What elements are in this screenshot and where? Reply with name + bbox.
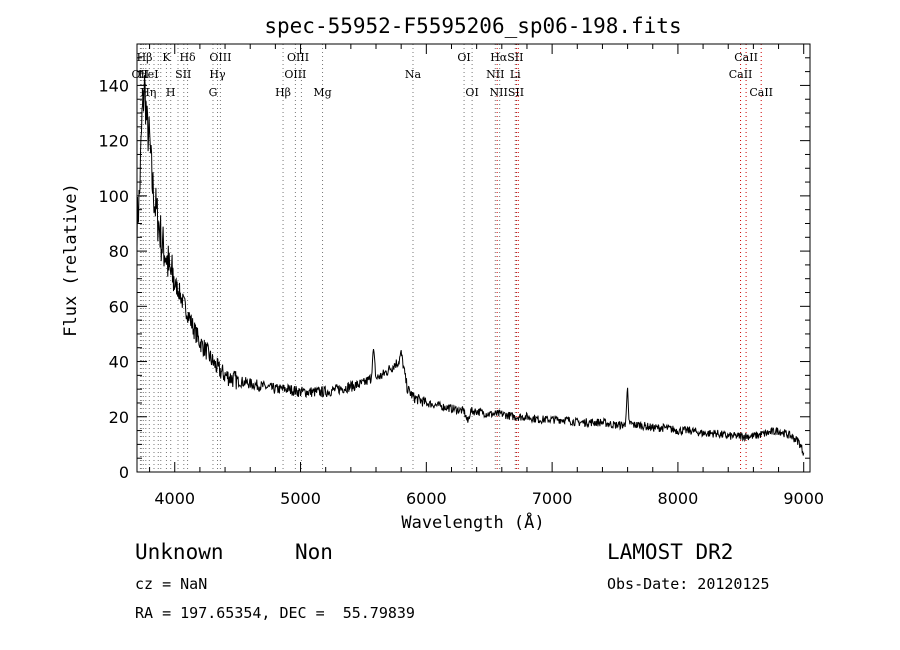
line-label-14: Mg bbox=[313, 86, 331, 99]
line-label-4: K bbox=[162, 51, 171, 64]
x-tick-label: 4000 bbox=[154, 489, 195, 508]
y-tick-label: 140 bbox=[98, 76, 129, 95]
y-tick-label: 80 bbox=[109, 242, 129, 261]
line-label-24: CaII bbox=[749, 86, 773, 99]
line-label-19: NII bbox=[486, 68, 504, 81]
x-axis-label: Wavelength (Å) bbox=[401, 511, 544, 533]
plot-frame bbox=[136, 43, 811, 473]
spectral-line-markers bbox=[139, 44, 762, 472]
spectrum-series-line bbox=[136, 75, 805, 456]
line-label-23: CaII bbox=[729, 68, 753, 81]
y-axis-label: Flux (relative) bbox=[61, 183, 81, 337]
line-label-13: Hβ bbox=[275, 86, 291, 99]
x-tick-label: 6000 bbox=[406, 489, 447, 508]
x-axis: 4000 5000 6000 7000 8000 9000 bbox=[149, 44, 824, 508]
x-tick-label: 9000 bbox=[783, 489, 824, 508]
line-label-6: H bbox=[166, 86, 176, 99]
chart-title: spec-55952-F5595206_sp06-198.fits bbox=[264, 14, 681, 38]
x-tick-label: 8000 bbox=[658, 489, 699, 508]
redshift-cz: cz = NaN bbox=[135, 575, 208, 593]
line-label-5: SII bbox=[175, 68, 191, 81]
line-label-10: G bbox=[209, 86, 218, 99]
line-label-3: HeI bbox=[138, 68, 158, 81]
line-label-7: Hδ bbox=[179, 51, 196, 64]
coordinates: RA = 197.65354, DEC = 55.79839 bbox=[135, 604, 415, 622]
line-label-21: NIISII bbox=[490, 86, 525, 99]
y-tick-label: 120 bbox=[98, 132, 129, 151]
line-label-15: Na bbox=[405, 68, 422, 81]
y-axis: 0 20 40 60 80 100 120 140 bbox=[98, 57, 810, 482]
line-label-16: OI bbox=[457, 51, 470, 64]
observation-date: Obs-Date: 20120125 bbox=[607, 575, 770, 593]
y-tick-label: 0 bbox=[119, 463, 129, 482]
survey-name: LAMOST DR2 bbox=[607, 540, 734, 564]
line-label-17: OI bbox=[465, 86, 478, 99]
line-label-12: OIII bbox=[284, 68, 306, 81]
line-label-20: Li bbox=[510, 68, 521, 81]
line-label-18: HαSII bbox=[490, 51, 523, 64]
line-label-22: CaII bbox=[734, 51, 758, 64]
y-tick-label: 100 bbox=[98, 187, 129, 206]
x-tick-label: 5000 bbox=[280, 489, 321, 508]
x-tick-label: 7000 bbox=[532, 489, 573, 508]
y-tick-label: 20 bbox=[109, 408, 129, 427]
line-label-2: Hβ bbox=[137, 51, 153, 64]
line-label-11: OIII bbox=[287, 51, 309, 64]
object-class: Unknown bbox=[135, 540, 224, 564]
object-subclass: Non bbox=[295, 540, 333, 564]
line-label-9: Hγ bbox=[209, 68, 226, 81]
line-label-8: OIII bbox=[209, 51, 231, 64]
y-tick-label: 40 bbox=[109, 353, 129, 372]
y-tick-label: 60 bbox=[109, 297, 129, 316]
